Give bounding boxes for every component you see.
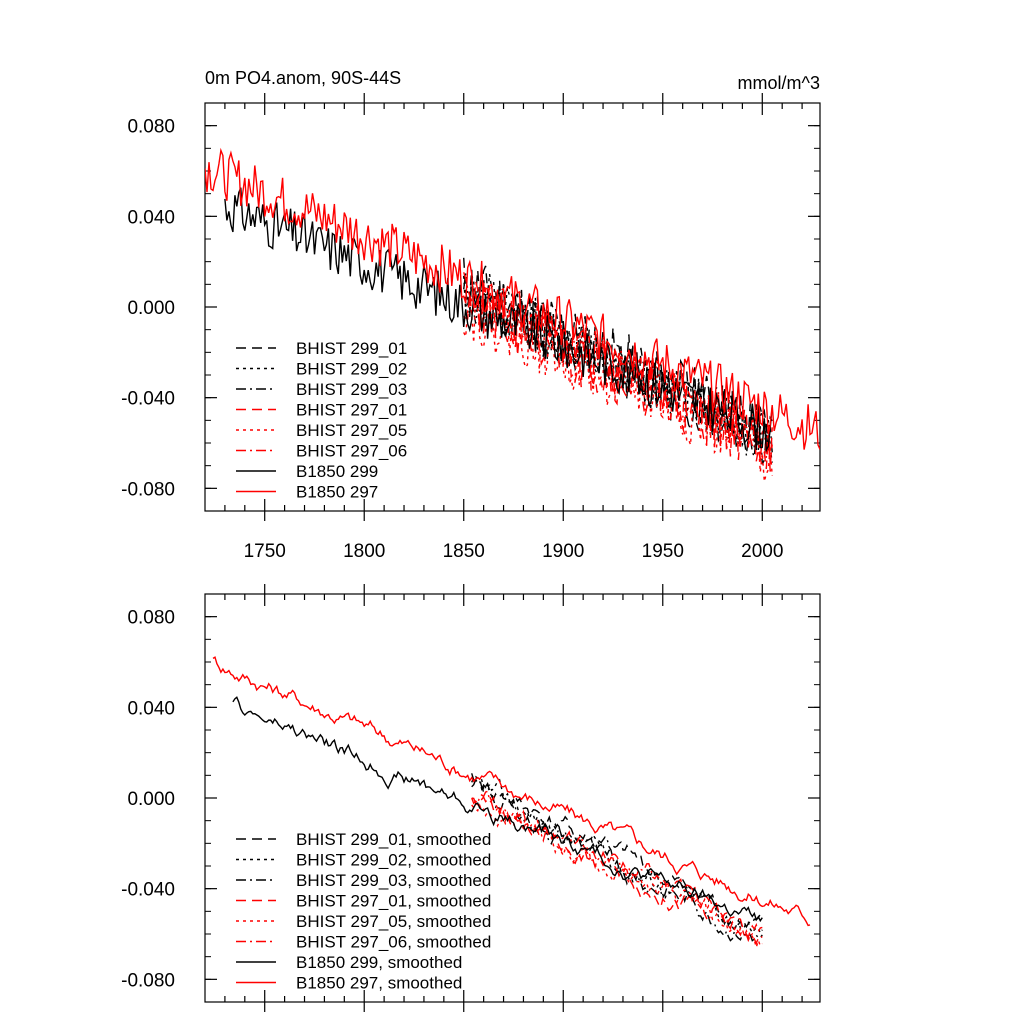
y-tick-label: -0.080 bbox=[121, 479, 175, 500]
series-line bbox=[212, 656, 811, 927]
series-line bbox=[205, 147, 820, 450]
x-tick-label: 1950 bbox=[642, 541, 684, 562]
y-tick-label: -0.040 bbox=[121, 880, 175, 901]
y-tick-label: 0.000 bbox=[127, 298, 175, 319]
legend-label: BHIST 297_01, smoothed bbox=[296, 892, 491, 911]
panel-title-right: mmol/m^3 bbox=[738, 73, 820, 93]
x-tick-label: 1850 bbox=[443, 541, 485, 562]
legend-label: BHIST 299_03 bbox=[296, 380, 407, 399]
series-line bbox=[463, 272, 773, 464]
series-line bbox=[471, 778, 763, 942]
legend-label: BHIST 299_01, smoothed bbox=[296, 830, 491, 849]
legend-label: B1850 299 bbox=[296, 462, 378, 481]
y-tick-label: 0.080 bbox=[127, 117, 175, 138]
legend-label: BHIST 297_01 bbox=[296, 401, 407, 420]
x-tick-label: 1900 bbox=[542, 541, 584, 562]
x-tick-label: 1800 bbox=[343, 541, 385, 562]
series-line bbox=[471, 790, 763, 945]
legend-label: BHIST 297_05, smoothed bbox=[296, 912, 491, 931]
y-tick-label: 0.080 bbox=[127, 608, 175, 629]
series-line bbox=[224, 187, 773, 453]
series-line bbox=[232, 696, 763, 923]
legend-label: BHIST 299_02 bbox=[296, 360, 407, 379]
x-tick-label: 1750 bbox=[244, 541, 286, 562]
y-tick-label: -0.080 bbox=[121, 970, 175, 991]
series-line bbox=[471, 803, 763, 950]
y-tick-label: 0.040 bbox=[127, 698, 175, 719]
series-line bbox=[471, 773, 763, 930]
legend-label: B1850 297 bbox=[296, 483, 378, 502]
legend-label: B1850 297, smoothed bbox=[296, 974, 462, 993]
bottom-panel: 0.080 0.040 0.000 -0.040 -0.080 BHIST 299_01… bbox=[121, 584, 821, 1012]
legend-label: BHIST 297_06, smoothed bbox=[296, 933, 491, 952]
panel-title-left: 0m PO4.anom, 90S-44S bbox=[205, 68, 401, 88]
legend-label: BHIST 297_06 bbox=[296, 442, 407, 461]
legend-label: BHIST 299_03, smoothed bbox=[296, 871, 491, 890]
y-tick-label: 0.000 bbox=[127, 789, 175, 810]
top-panel: 0m PO4.anom, 90S-44S mmol/m^3 0.080 0.040… bbox=[121, 68, 821, 562]
x-tick-label: 2000 bbox=[741, 541, 783, 562]
y-tick-label: 0.040 bbox=[127, 207, 175, 228]
legend-label: BHIST 299_01 bbox=[296, 339, 407, 358]
legend-label: BHIST 299_02, smoothed bbox=[296, 851, 491, 870]
legend-label: B1850 299, smoothed bbox=[296, 953, 462, 972]
y-tick-label: -0.040 bbox=[121, 389, 175, 410]
legend-label: BHIST 297_05 bbox=[296, 421, 407, 440]
